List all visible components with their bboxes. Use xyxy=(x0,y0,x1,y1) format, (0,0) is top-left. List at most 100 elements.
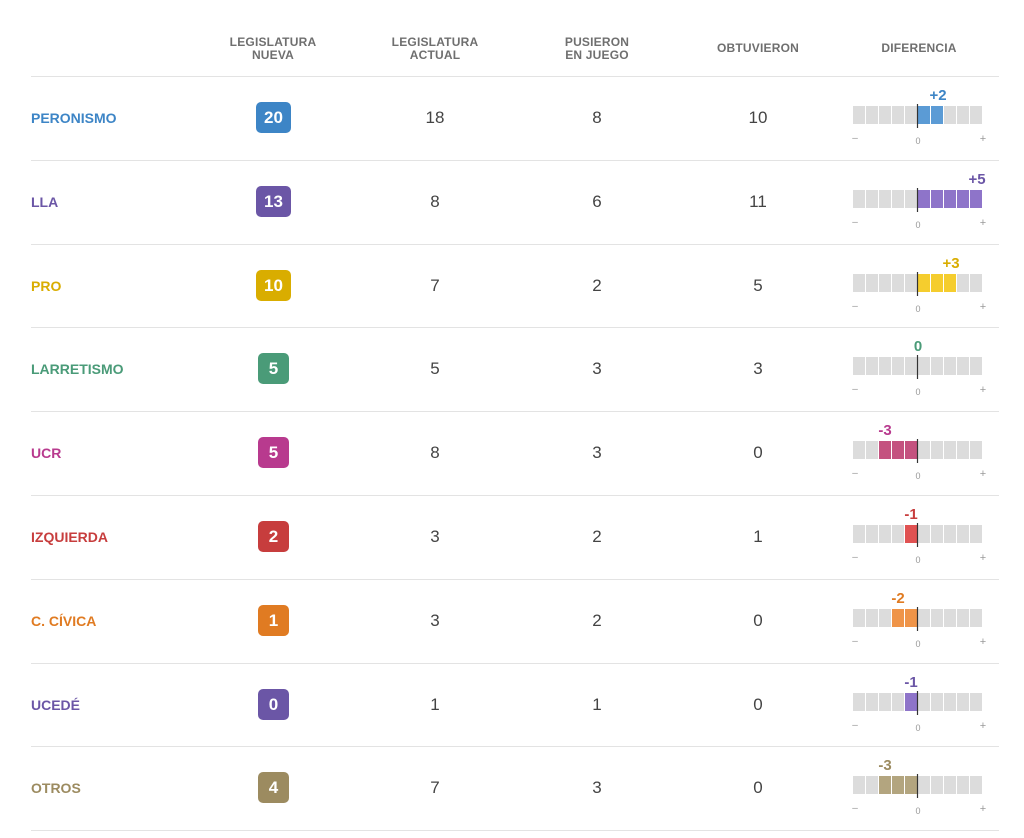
difference-chart: -2 – 0 + xyxy=(852,579,988,663)
column-header-line: OBTUVIERON xyxy=(716,41,799,55)
scale-minus-label: – xyxy=(852,133,858,144)
difference-chart: 0 – 0 + xyxy=(852,327,988,411)
difference-cell xyxy=(892,357,904,376)
difference-chart-svg: 0 – 0 + xyxy=(852,338,986,397)
difference-cell xyxy=(866,692,878,711)
party-name: IZQUIERDA xyxy=(31,529,108,545)
difference-cell xyxy=(970,525,982,543)
table-row: UCR 5 8 3 0 -3 – 0 + xyxy=(0,411,1024,495)
difference-cell xyxy=(879,189,891,208)
difference-chart: +2 – 0 + xyxy=(852,76,988,160)
scale-zero-label: 0 xyxy=(915,136,920,146)
seats-at-stake: 6 xyxy=(592,191,602,211)
row-divider xyxy=(31,830,999,832)
difference-cell xyxy=(944,441,956,460)
difference-cell xyxy=(931,441,943,460)
scale-plus-label: + xyxy=(980,133,986,145)
difference-value-label: -2 xyxy=(891,590,904,607)
difference-value-label: -1 xyxy=(904,506,917,523)
difference-cell xyxy=(905,273,917,292)
difference-cell xyxy=(957,189,969,208)
difference-cell xyxy=(931,692,943,711)
row-divider xyxy=(31,662,999,664)
column-header-obtuvieron: OBTUVIERON xyxy=(698,42,818,55)
difference-value-label: -3 xyxy=(878,422,891,439)
difference-cell xyxy=(853,692,865,711)
scale-minus-label: – xyxy=(852,636,858,647)
difference-cell xyxy=(866,525,878,543)
column-header-line: LEGISLATURA xyxy=(391,35,479,49)
difference-cell xyxy=(866,273,878,292)
row-divider xyxy=(31,159,999,161)
difference-cell xyxy=(957,273,969,292)
difference-chart-svg: +3 – 0 + xyxy=(852,255,986,314)
seats-obtained: 0 xyxy=(753,443,763,463)
difference-cell xyxy=(970,189,982,208)
seats-at-stake: 3 xyxy=(592,359,602,379)
scale-minus-label: – xyxy=(852,552,858,563)
row-divider xyxy=(31,411,999,413)
difference-chart: -3 – 0 + xyxy=(852,746,988,830)
difference-cell xyxy=(866,776,878,795)
seats-current: 3 xyxy=(430,527,440,546)
difference-cell xyxy=(853,441,865,460)
scale-minus-label: – xyxy=(852,301,858,312)
difference-cell xyxy=(892,273,904,292)
row-divider xyxy=(31,76,999,77)
scale-zero-label: 0 xyxy=(915,806,920,816)
scale-zero-label: 0 xyxy=(915,471,920,481)
difference-cell xyxy=(853,273,865,292)
difference-chart-svg: +5 – 0 + xyxy=(852,171,986,230)
difference-cell xyxy=(866,441,878,460)
party-name: LARRETISMO xyxy=(31,361,124,378)
seats-current: 7 xyxy=(430,275,440,295)
difference-chart-svg: -1 – 0 + xyxy=(852,506,986,565)
seats-obtained: 3 xyxy=(753,359,763,379)
seats-badge: 5 xyxy=(258,353,289,385)
difference-cell xyxy=(853,189,865,208)
difference-cell xyxy=(944,692,956,711)
difference-cell xyxy=(931,776,943,795)
seats-obtained: 0 xyxy=(753,610,763,630)
column-header-line: PUSIERON xyxy=(564,35,630,49)
seats-badge: 2 xyxy=(258,521,289,552)
table-row: C. CÍVICA 1 3 2 0 -2 – 0 + xyxy=(0,579,1024,663)
column-header-nueva: LEGISLATURA NUEVA xyxy=(213,36,333,62)
row-divider xyxy=(31,746,999,748)
seats-current: 3 xyxy=(430,610,440,630)
row-divider xyxy=(31,495,999,496)
difference-cell xyxy=(944,776,956,795)
difference-cell xyxy=(944,357,956,376)
difference-cell xyxy=(970,441,982,460)
difference-chart: -3 – 0 + xyxy=(852,411,988,495)
difference-cell xyxy=(892,525,904,543)
difference-cell xyxy=(905,525,917,543)
difference-value-label: +2 xyxy=(929,87,946,104)
difference-cell xyxy=(905,106,917,124)
scale-zero-label: 0 xyxy=(915,555,920,565)
table-row: LLA 13 8 6 11 +5 – 0 + xyxy=(0,160,1024,244)
seats-obtained: 1 xyxy=(753,527,763,546)
difference-cell xyxy=(866,608,878,627)
difference-cell xyxy=(931,357,943,376)
difference-cell xyxy=(918,776,930,795)
difference-chart-svg: -2 – 0 + xyxy=(852,590,986,649)
difference-cell xyxy=(879,776,891,795)
difference-cell xyxy=(944,273,956,292)
difference-cell xyxy=(918,273,930,292)
difference-cell xyxy=(905,189,917,208)
scale-plus-label: + xyxy=(980,468,986,480)
seats-badge: 5 xyxy=(258,437,289,469)
difference-cell xyxy=(879,608,891,627)
difference-value-label: +5 xyxy=(968,171,985,188)
seats-at-stake: 2 xyxy=(592,527,602,546)
seats-current: 7 xyxy=(430,778,440,798)
difference-cell xyxy=(957,692,969,711)
seats-obtained: 0 xyxy=(753,694,763,714)
seats-current: 18 xyxy=(425,108,445,127)
seats-badge: 1 xyxy=(258,604,289,636)
difference-cell xyxy=(892,441,904,460)
difference-cell xyxy=(970,608,982,627)
row-divider xyxy=(31,243,999,245)
column-header-line: LEGISLATURA xyxy=(229,35,317,49)
